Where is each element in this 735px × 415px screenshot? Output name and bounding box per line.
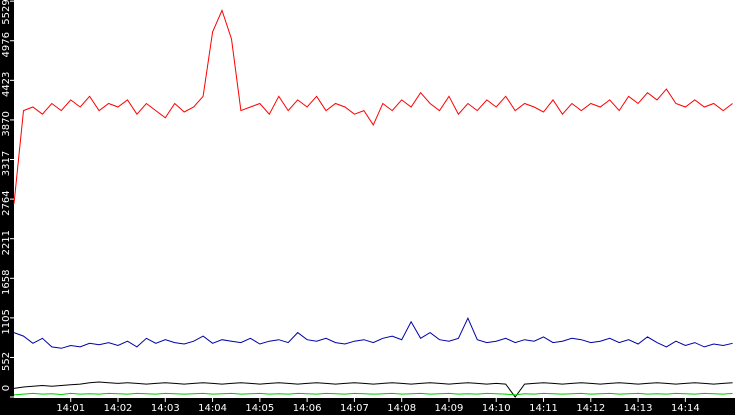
x-tick-label: 14:11 [529, 403, 558, 414]
series-line [13, 9, 733, 204]
x-tick-label: 14:09 [435, 403, 464, 414]
y-tick-label: 1105 [1, 309, 12, 334]
x-tick-label: 14:07 [340, 403, 369, 414]
x-tick-label: 14:14 [671, 403, 700, 414]
x-tick-label: 14:13 [624, 403, 653, 414]
series-line [13, 392, 733, 396]
y-tick-label: 1658 [1, 270, 12, 295]
series-line [13, 381, 733, 398]
x-tick-label: 14:05 [245, 403, 274, 414]
y-tick-label: 0 [1, 385, 12, 391]
y-tick-label: 4976 [1, 32, 12, 57]
x-tick-label: 14:12 [576, 403, 605, 414]
x-tick-label: 14:10 [482, 403, 511, 414]
y-tick-label: 3870 [1, 111, 12, 136]
y-tick-label: 2211 [1, 230, 12, 255]
x-tick-label: 14:01 [56, 403, 85, 414]
y-tick-label: 552 [1, 352, 12, 371]
y-tick-label: 3317 [1, 151, 12, 176]
y-tick-label: 4423 [1, 72, 12, 97]
x-tick-label: 14:02 [104, 403, 133, 414]
x-tick-label: 14:08 [387, 403, 416, 414]
plot-area [14, 0, 735, 398]
y-tick-label: 5529 [1, 0, 12, 25]
x-tick-label: 14:04 [198, 403, 227, 414]
series-line [13, 316, 733, 349]
x-tick-label: 14:03 [151, 403, 180, 414]
x-tick-label: 14:06 [293, 403, 322, 414]
y-tick-label: 2764 [1, 190, 12, 215]
